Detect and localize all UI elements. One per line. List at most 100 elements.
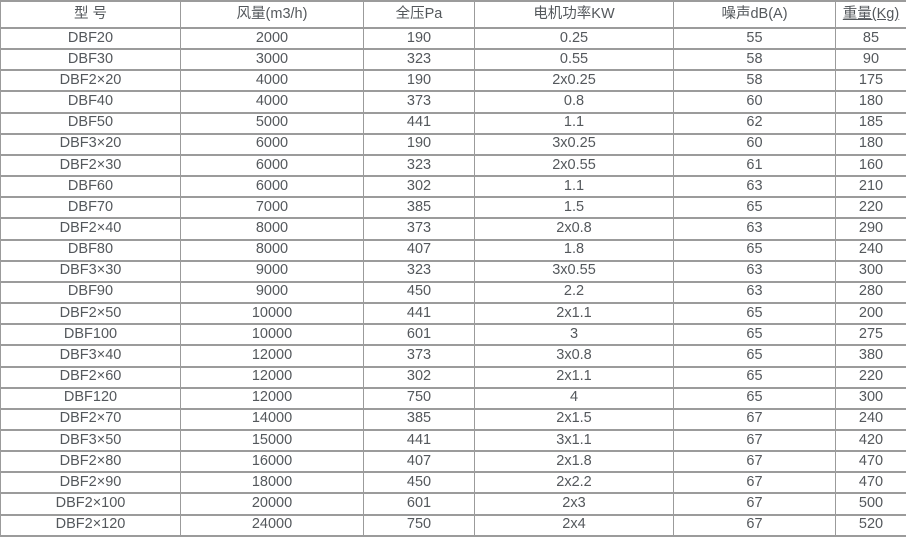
table-cell: 373 bbox=[363, 217, 475, 241]
table-cell: 441 bbox=[363, 428, 475, 453]
table-cell: 3 bbox=[474, 323, 674, 347]
table-cell: 185 bbox=[835, 111, 906, 135]
table-cell: 323 bbox=[363, 48, 475, 72]
table-cell: 12000 bbox=[180, 344, 364, 368]
table-cell: 20000 bbox=[180, 492, 364, 516]
table-cell: 175 bbox=[835, 69, 906, 93]
table-cell: 0.25 bbox=[474, 26, 674, 51]
table-cell: 65 bbox=[673, 196, 836, 220]
table-cell: 6000 bbox=[180, 175, 364, 199]
table-row: DBF120 12000 750 4 65 300 bbox=[0, 386, 906, 410]
table-cell: DBF2×80 bbox=[0, 450, 181, 474]
table-cell: 15000 bbox=[180, 428, 364, 453]
table-row: DBF90 9000 450 2.2 63 280 bbox=[0, 280, 906, 305]
table-cell: 407 bbox=[363, 238, 475, 262]
table-cell: DBF2×60 bbox=[0, 365, 181, 389]
table-cell: 4 bbox=[474, 386, 674, 410]
table-cell: 210 bbox=[835, 175, 906, 199]
table-cell: 8000 bbox=[180, 238, 364, 262]
table-cell: 380 bbox=[835, 344, 906, 368]
table-cell: 420 bbox=[835, 428, 906, 453]
table-cell: 9000 bbox=[180, 259, 364, 283]
table-cell: 450 bbox=[363, 280, 475, 305]
table-cell: 373 bbox=[363, 344, 475, 368]
table-cell: 8000 bbox=[180, 217, 364, 241]
table-cell: 200 bbox=[835, 302, 906, 326]
table-cell: 500 bbox=[835, 492, 906, 516]
table-row: DBF70 7000 385 1.5 65 220 bbox=[0, 196, 906, 220]
table-cell: 323 bbox=[363, 153, 475, 178]
column-header: 噪声dB(A) bbox=[673, 0, 836, 29]
table-row: DBF3×30 9000 323 3x0.55 63 300 bbox=[0, 259, 906, 283]
table-cell: 290 bbox=[835, 217, 906, 241]
table-cell: 2x1.8 bbox=[474, 450, 674, 474]
table-cell: 240 bbox=[835, 407, 906, 431]
table-cell: 407 bbox=[363, 450, 475, 474]
table-cell: 18000 bbox=[180, 471, 364, 495]
table-cell: 12000 bbox=[180, 386, 364, 410]
table-cell: 750 bbox=[363, 513, 475, 537]
table-cell: 62 bbox=[673, 111, 836, 135]
table-cell: 601 bbox=[363, 323, 475, 347]
table-row: DBF3×50 15000 441 3x1.1 67 420 bbox=[0, 428, 906, 453]
table-cell: 9000 bbox=[180, 280, 364, 305]
table-cell: 220 bbox=[835, 196, 906, 220]
table-cell: DBF2×90 bbox=[0, 471, 181, 495]
table-cell: 3x0.55 bbox=[474, 259, 674, 283]
table-cell: DBF2×100 bbox=[0, 492, 181, 516]
table-cell: 65 bbox=[673, 344, 836, 368]
table-row: DBF2×120 24000 750 2x4 67 520 bbox=[0, 513, 906, 537]
table-cell: 5000 bbox=[180, 111, 364, 135]
table-cell: 2x2.2 bbox=[474, 471, 674, 495]
table-row: DBF2×60 12000 302 2x1.1 65 220 bbox=[0, 365, 906, 389]
table-cell: 60 bbox=[673, 132, 836, 156]
table-cell: 2000 bbox=[180, 26, 364, 51]
table-cell: 1.1 bbox=[474, 175, 674, 199]
table-row: DBF2×70 14000 385 2x1.5 67 240 bbox=[0, 407, 906, 431]
table-cell: 58 bbox=[673, 48, 836, 72]
table-cell: DBF80 bbox=[0, 238, 181, 262]
table-cell: DBF20 bbox=[0, 26, 181, 51]
table-cell: 275 bbox=[835, 323, 906, 347]
table-cell: DBF50 bbox=[0, 111, 181, 135]
table-cell: 67 bbox=[673, 492, 836, 516]
table-cell: 2x4 bbox=[474, 513, 674, 537]
table-cell: 2x3 bbox=[474, 492, 674, 516]
table-cell: 85 bbox=[835, 26, 906, 51]
table-cell: 2x1.1 bbox=[474, 365, 674, 389]
table-row: DBF2×100 20000 601 2x3 67 500 bbox=[0, 492, 906, 516]
table-cell: 180 bbox=[835, 90, 906, 114]
table-cell: 7000 bbox=[180, 196, 364, 220]
table-cell: 24000 bbox=[180, 513, 364, 537]
table-cell: 6000 bbox=[180, 153, 364, 178]
table-cell: DBF2×70 bbox=[0, 407, 181, 431]
table-cell: 2x1.1 bbox=[474, 302, 674, 326]
table-cell: DBF2×20 bbox=[0, 69, 181, 93]
table-row: DBF2×30 6000 323 2x0.55 61 160 bbox=[0, 153, 906, 178]
table-cell: 302 bbox=[363, 175, 475, 199]
table-cell: 385 bbox=[363, 196, 475, 220]
table-cell: 470 bbox=[835, 450, 906, 474]
table-cell: 1.1 bbox=[474, 111, 674, 135]
table-cell: DBF90 bbox=[0, 280, 181, 305]
table-cell: 65 bbox=[673, 365, 836, 389]
table-row: DBF50 5000 441 1.1 62 185 bbox=[0, 111, 906, 135]
table-cell: 67 bbox=[673, 450, 836, 474]
table-cell: 3000 bbox=[180, 48, 364, 72]
table-cell: 441 bbox=[363, 302, 475, 326]
table-cell: 2x0.55 bbox=[474, 153, 674, 178]
table-cell: 65 bbox=[673, 386, 836, 410]
table-cell: 190 bbox=[363, 26, 475, 51]
table-cell: DBF3×30 bbox=[0, 259, 181, 283]
table-cell: 300 bbox=[835, 259, 906, 283]
table-row: DBF2×50 10000 441 2x1.1 65 200 bbox=[0, 302, 906, 326]
table-cell: 190 bbox=[363, 132, 475, 156]
table-cell: 2x0.25 bbox=[474, 69, 674, 93]
table-cell: DBF2×30 bbox=[0, 153, 181, 178]
column-header: 重量(Kg) bbox=[835, 0, 906, 29]
table-cell: 16000 bbox=[180, 450, 364, 474]
table-cell: 385 bbox=[363, 407, 475, 431]
table-cell: 67 bbox=[673, 407, 836, 431]
table-cell: DBF3×50 bbox=[0, 428, 181, 453]
